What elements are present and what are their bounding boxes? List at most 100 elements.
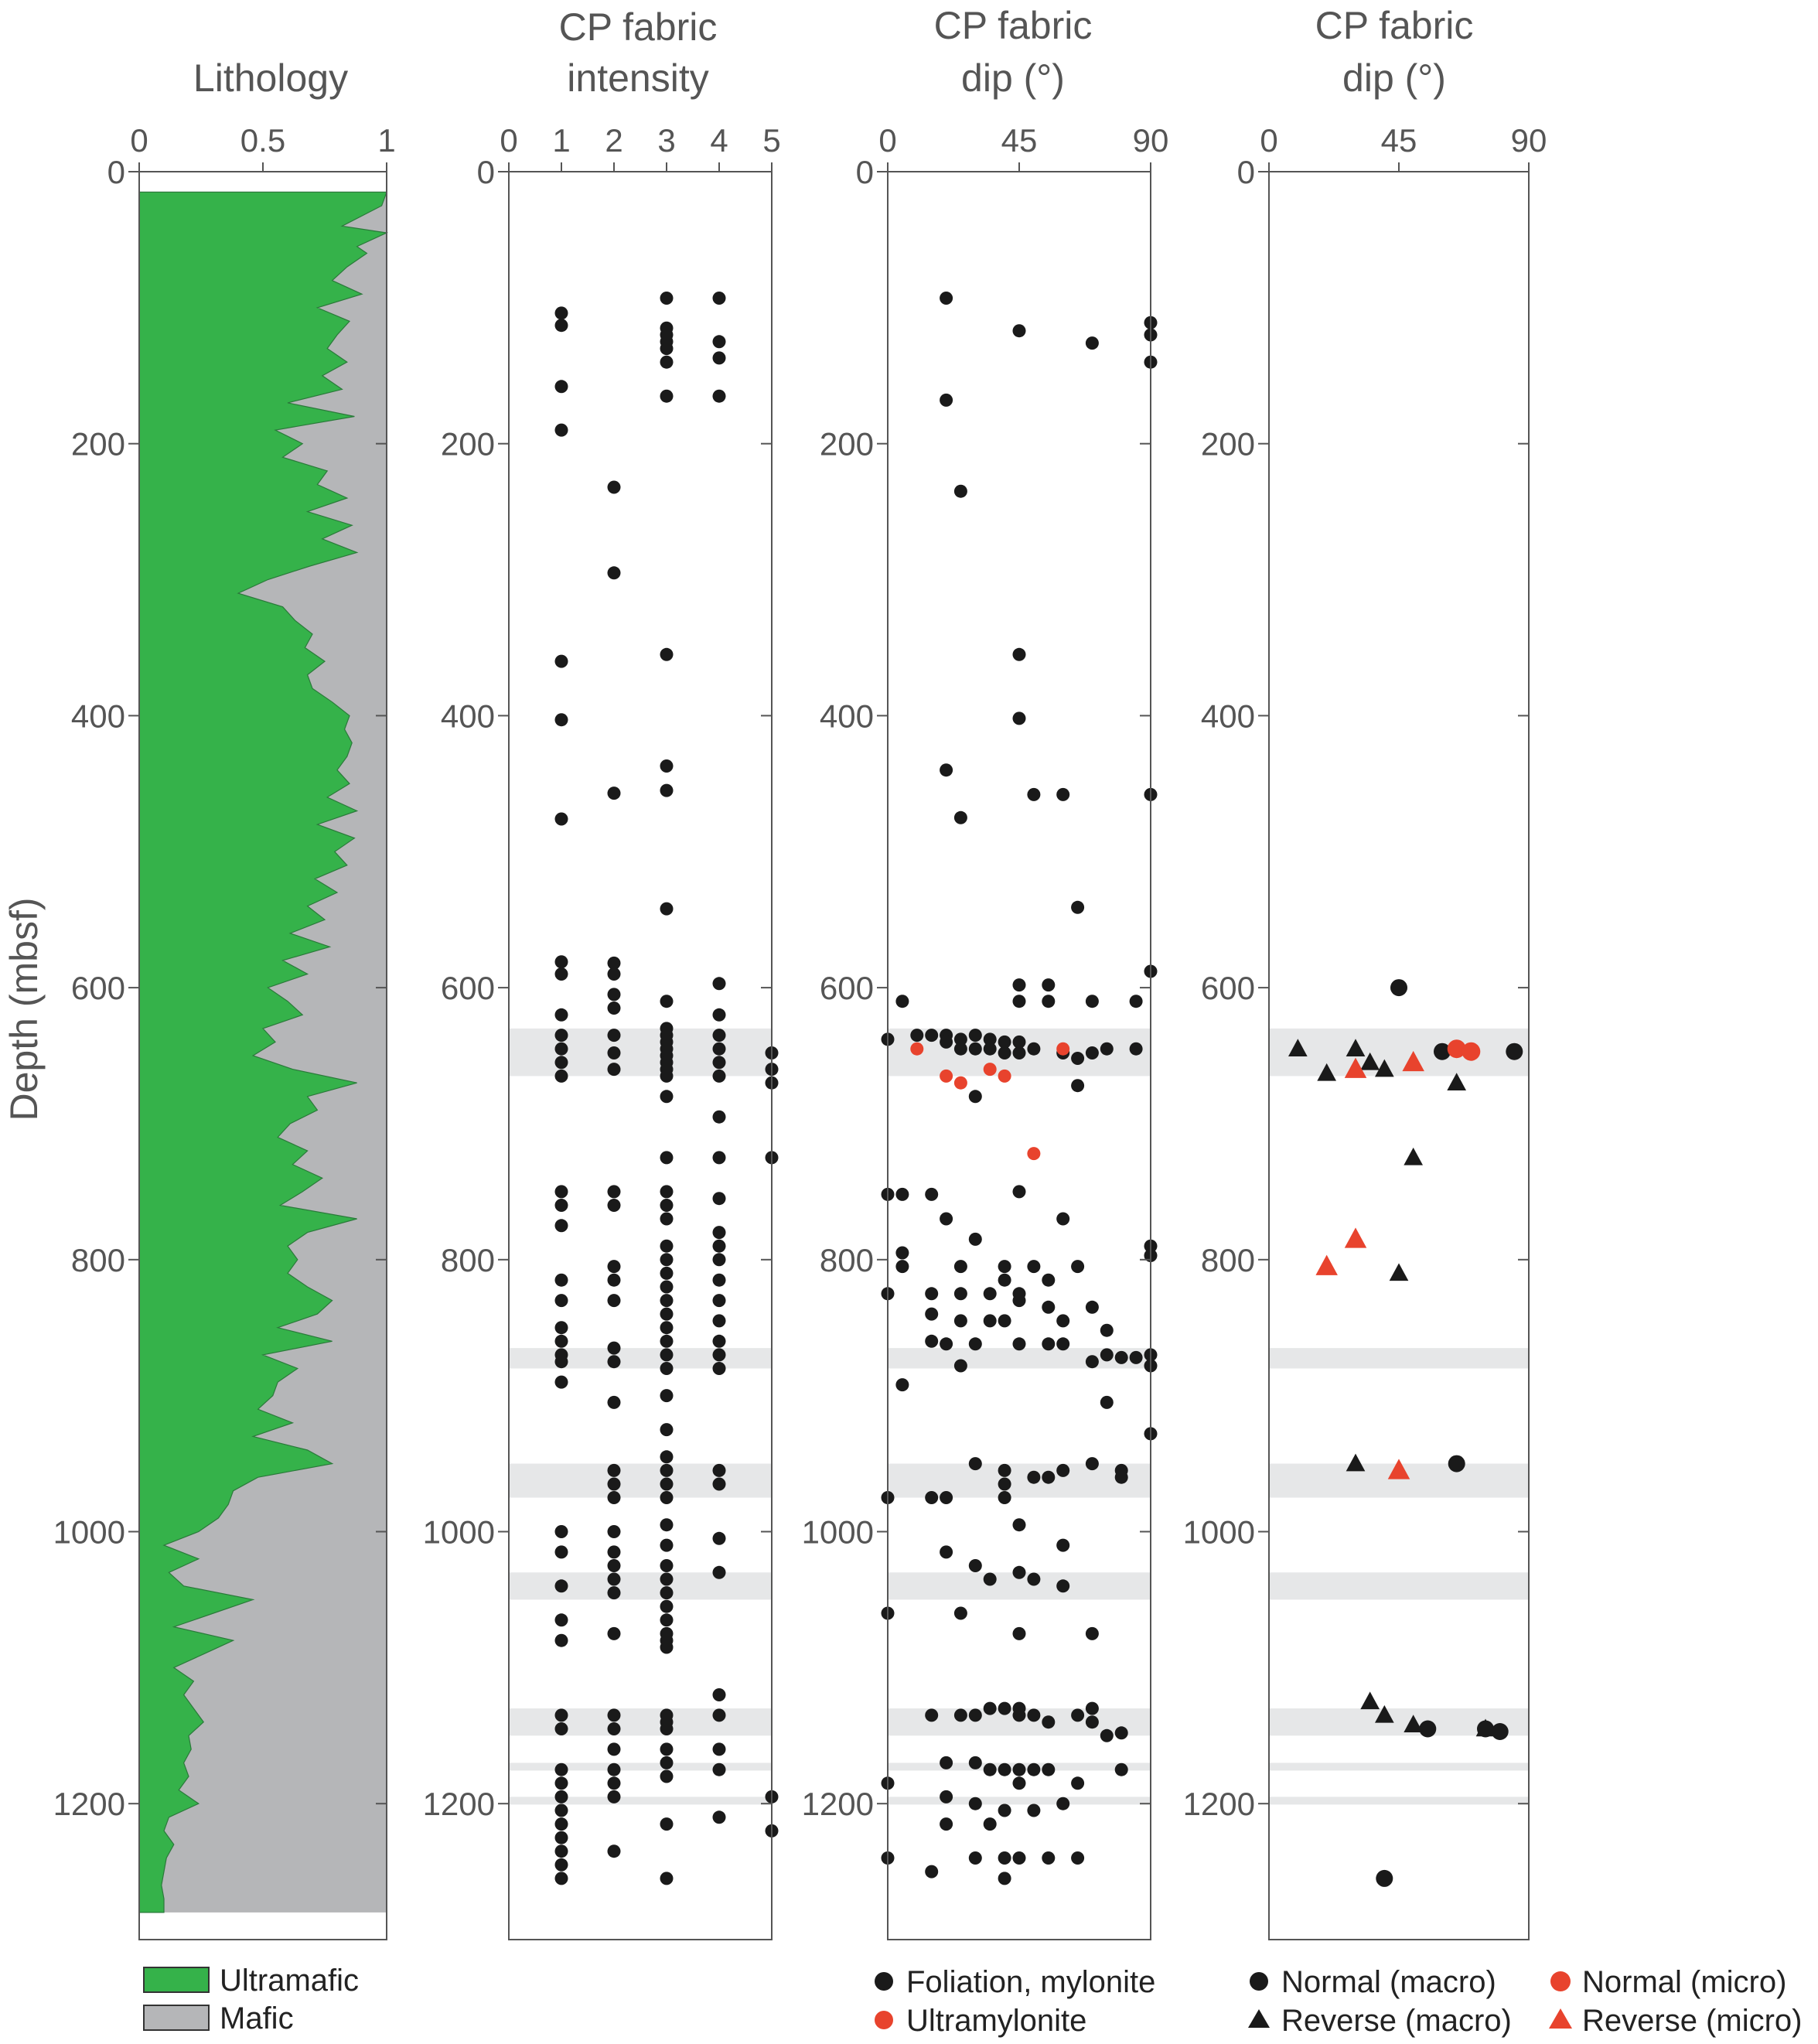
intensity-point-111 [660,1450,674,1464]
intensity-point-11 [554,1042,568,1056]
intensity-point-13 [554,1069,568,1083]
intensity-point-27 [554,1613,568,1627]
intensity-point-30 [554,1722,568,1735]
foliation-point-98 [1056,1463,1070,1477]
depth-band-p1-2 [509,1463,772,1498]
intensity-point-5 [554,713,568,727]
foliation-point-83 [1056,1337,1070,1351]
intensity-point-144 [712,1151,726,1165]
foliation-point-126 [1027,1708,1041,1722]
intensity-point-42 [607,787,621,800]
intensity-point-116 [660,1538,674,1552]
foliation-point-133 [1114,1762,1128,1776]
foliation-point-142 [1012,1776,1026,1790]
y-tick-label-p0-1: 200 [71,426,125,462]
foliation-point-36 [998,1046,1011,1060]
foliation-point-51 [940,1212,953,1226]
normal-macro-point-1 [1434,1042,1451,1060]
x-tick-label-p2-2: 90 [1133,122,1169,159]
foliation-point-35 [998,1035,1011,1049]
reverse-micro-point-2 [1315,1254,1338,1275]
foliation-point-125 [1012,1708,1026,1722]
intensity-point-32 [554,1776,568,1790]
legend-label-foliation: Foliation, mylonite [906,1965,1155,1999]
foliation-point-29 [953,1032,967,1046]
intensity-point-26 [554,1579,568,1593]
intensity-point-84 [660,902,674,916]
foliation-point-63 [998,1273,1011,1287]
intensity-point-132 [660,1872,674,1885]
intensity-point-114 [660,1491,674,1504]
foliation-point-30 [953,1042,967,1056]
intensity-point-99 [660,1239,674,1253]
intensity-point-153 [712,1348,726,1362]
foliation-point-75 [998,1314,1011,1328]
foliation-point-116 [953,1606,967,1620]
intensity-point-47 [607,1029,621,1042]
intensity-point-142 [712,1069,726,1083]
intensity-point-41 [607,566,621,580]
intensity-point-2 [554,380,568,394]
foliation-point-141 [1042,1762,1056,1776]
depth-band-p3-6 [1269,1797,1529,1805]
intensity-point-136 [712,389,726,403]
intensity-point-119 [660,1586,674,1600]
foliation-point-58 [1027,1260,1041,1274]
intensity-point-6 [554,812,568,826]
intensity-point-74 [660,292,674,305]
intensity-point-54 [607,1294,621,1308]
foliation-point-13 [1056,787,1070,801]
foliation-point-52 [1056,1212,1070,1226]
foliation-point-49 [925,1187,939,1201]
y-axis-label: Depth (mbsf) [2,898,46,1121]
foliation-point-139 [1012,1762,1026,1776]
intensity-point-17 [554,1273,568,1287]
reverse-macro-point-0 [1288,1039,1308,1056]
depth-band-p2-2 [888,1463,1151,1498]
x-tick-label-p2-0: 0 [878,122,896,159]
reverse-macro-point-2 [1346,1039,1366,1056]
foliation-point-92 [1100,1395,1114,1409]
lithology-legend: Ultramafic Mafic [143,1964,359,2035]
y-tick-label-p2-4: 800 [820,1242,874,1278]
foliation-point-48 [895,1187,909,1201]
intensity-point-72 [607,1790,621,1803]
normal-macro-point-6 [1491,1723,1509,1740]
foliation-point-53 [968,1232,982,1246]
intensity-point-107 [660,1348,674,1362]
depth-band-p3-5 [1269,1762,1529,1771]
foliation-point-74 [983,1314,997,1328]
lithology-area-plot [138,191,389,1913]
intensity-point-147 [712,1239,726,1253]
intensity-point-44 [607,967,621,981]
intensity-point-45 [607,988,621,1002]
foliation-point-80 [968,1337,982,1351]
foliation-point-10 [940,763,953,777]
reverse-macro-point-3 [1360,1052,1380,1070]
fault-legend: Normal (macro) Reverse (macro) Normal (m… [1248,1965,1802,2038]
foliation-point-143 [1071,1776,1085,1790]
intensity-point-127 [660,1722,674,1735]
y-tick-label-p3-4: 800 [1201,1242,1255,1278]
legend-label-reverse-micro: Reverse (micro) [1582,2004,1802,2038]
legend-label-reverse-macro: Reverse (macro) [1281,2004,1512,2038]
foliation-point-65 [1042,1300,1056,1314]
foliation-point-17 [1012,978,1026,992]
foliation-point-78 [925,1334,939,1348]
intensity-point-109 [660,1389,674,1403]
y-tick-label-p1-4: 800 [441,1242,495,1278]
y-tick-label-p2-5: 1000 [802,1514,874,1551]
intensity-point-33 [554,1790,568,1803]
y-tick-label-p1-2: 400 [441,698,495,734]
intensity-point-154 [712,1362,726,1375]
x-tick-label-p3-2: 90 [1511,122,1547,159]
foliation-point-111 [1012,1565,1026,1579]
depth-band-p3-3 [1269,1572,1529,1600]
x-tick-label-p1-1: 1 [552,122,570,159]
depth-band-p3-1 [1269,1348,1529,1369]
foliation-point-9 [1012,711,1026,725]
foliation-point-102 [998,1477,1011,1491]
foliation-point-2 [1085,336,1099,350]
intensity-point-117 [660,1559,674,1572]
legend-label-ultramylonite: Ultramylonite [906,2004,1086,2038]
